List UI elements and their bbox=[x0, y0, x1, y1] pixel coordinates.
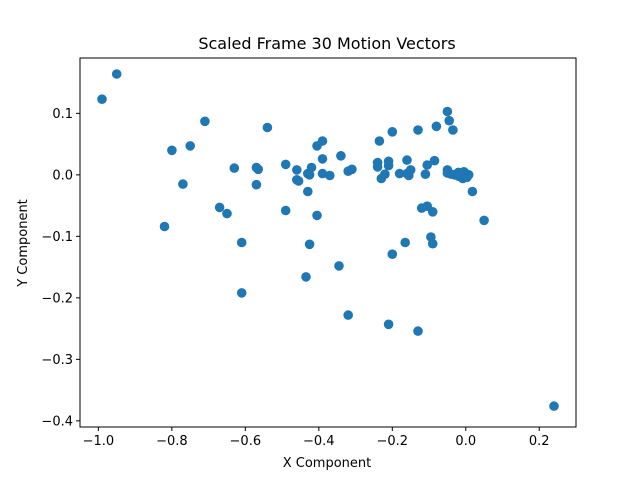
data-point bbox=[159, 221, 170, 232]
y-tick-label: −0.4 bbox=[41, 414, 73, 429]
data-point bbox=[462, 172, 472, 183]
data-point bbox=[431, 121, 442, 132]
x-axis-title: X Component bbox=[283, 456, 372, 471]
x-tick-label: −0.8 bbox=[156, 434, 188, 449]
data-point bbox=[442, 106, 453, 117]
data-point bbox=[427, 207, 438, 217]
data-point bbox=[383, 160, 394, 171]
data-points bbox=[97, 69, 559, 411]
y-tick-label: −0.3 bbox=[41, 353, 73, 368]
data-point bbox=[304, 239, 315, 250]
data-point bbox=[292, 165, 302, 175]
data-point bbox=[387, 249, 398, 259]
data-point bbox=[178, 179, 188, 189]
data-point bbox=[167, 145, 177, 156]
data-point bbox=[253, 164, 263, 175]
plot-frame bbox=[79, 57, 577, 428]
data-point bbox=[400, 237, 411, 248]
data-point bbox=[301, 272, 311, 282]
data-point bbox=[111, 69, 122, 79]
data-point bbox=[413, 326, 423, 336]
data-point bbox=[303, 186, 313, 197]
x-tick-label: −0.2 bbox=[377, 434, 409, 449]
data-point bbox=[402, 155, 412, 165]
y-tick-label: −0.1 bbox=[41, 230, 73, 245]
data-point bbox=[236, 288, 247, 298]
data-point bbox=[387, 127, 398, 137]
data-point bbox=[429, 155, 440, 166]
x-tick-label: 0.2 bbox=[529, 434, 550, 449]
data-point bbox=[304, 170, 315, 180]
y-tick-label: −0.2 bbox=[41, 291, 73, 306]
data-point bbox=[280, 159, 291, 170]
data-point bbox=[222, 208, 232, 219]
data-point bbox=[334, 261, 344, 271]
x-tick-label: −1.0 bbox=[83, 434, 115, 449]
data-point bbox=[479, 215, 489, 226]
y-axis: 0.1 0.0 −0.1 −0.2 −0.3 −0.4 bbox=[41, 107, 80, 429]
data-point bbox=[336, 151, 346, 161]
data-point bbox=[236, 237, 247, 248]
data-point bbox=[383, 319, 394, 330]
data-point bbox=[549, 401, 559, 411]
data-point bbox=[444, 115, 455, 126]
data-point bbox=[280, 205, 291, 216]
data-point bbox=[200, 116, 210, 127]
data-point bbox=[325, 170, 335, 181]
data-point bbox=[420, 169, 431, 179]
data-point bbox=[448, 125, 458, 135]
data-point bbox=[380, 169, 390, 179]
data-point bbox=[317, 168, 328, 179]
data-point bbox=[467, 186, 478, 197]
data-point bbox=[317, 154, 328, 164]
data-point bbox=[427, 238, 438, 249]
data-point bbox=[214, 202, 225, 213]
data-point bbox=[343, 310, 354, 320]
y-axis-title: Y Component bbox=[16, 199, 31, 288]
data-point bbox=[347, 164, 357, 175]
data-point bbox=[413, 125, 423, 135]
y-tick-label: 0.0 bbox=[52, 168, 73, 183]
y-tick-label: 0.1 bbox=[52, 107, 73, 122]
data-point bbox=[422, 160, 433, 170]
chart-title: Scaled Frame 30 Motion Vectors bbox=[198, 34, 455, 53]
data-point bbox=[317, 136, 328, 146]
data-point bbox=[262, 122, 273, 133]
data-point bbox=[312, 210, 322, 221]
data-point bbox=[306, 162, 317, 173]
data-point bbox=[251, 179, 262, 190]
data-point bbox=[293, 176, 304, 186]
data-point bbox=[405, 165, 416, 175]
data-point bbox=[97, 94, 107, 104]
x-axis: −1.0 −0.8 −0.6 −0.4 −0.2 0.0 0.2 bbox=[83, 427, 550, 449]
data-point bbox=[229, 163, 240, 173]
data-point bbox=[374, 136, 385, 146]
data-point bbox=[453, 171, 464, 181]
x-tick-label: −0.6 bbox=[230, 434, 262, 449]
data-point bbox=[185, 141, 195, 151]
data-point bbox=[394, 168, 405, 179]
data-point bbox=[372, 162, 383, 172]
x-tick-label: 0.0 bbox=[455, 434, 476, 449]
x-tick-label: −0.4 bbox=[303, 434, 335, 449]
